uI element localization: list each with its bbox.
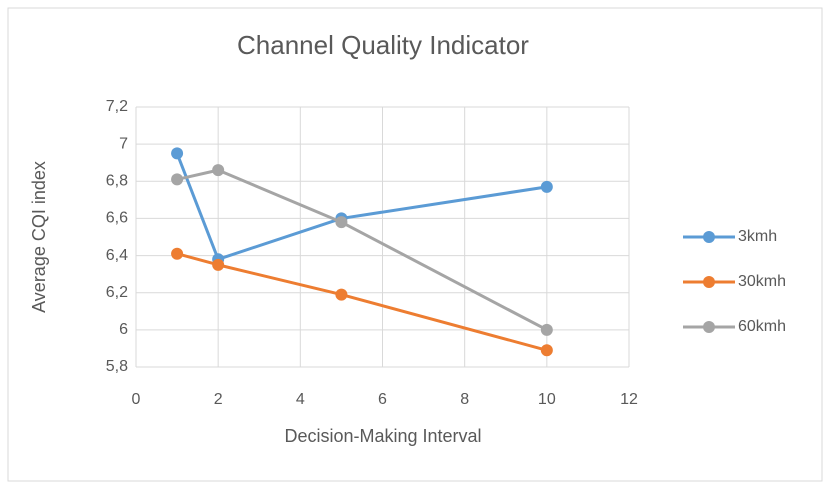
y-axis-label: Average CQI index bbox=[29, 161, 49, 313]
point bbox=[540, 180, 553, 193]
chart-title: Channel Quality Indicator bbox=[237, 30, 529, 60]
y-tick-label: 6,2 bbox=[106, 284, 128, 301]
y-tick-label: 7,2 bbox=[106, 98, 128, 115]
series-line bbox=[176, 168, 548, 332]
point bbox=[540, 323, 553, 336]
point bbox=[540, 344, 553, 357]
x-tick-label: 12 bbox=[620, 391, 638, 408]
point bbox=[171, 247, 184, 260]
point bbox=[171, 147, 184, 160]
x-tick-label: 0 bbox=[132, 391, 141, 408]
point bbox=[212, 164, 225, 177]
legend-marker bbox=[703, 231, 715, 243]
y-tick-label: 6,6 bbox=[106, 210, 128, 227]
x-tick-label: 8 bbox=[460, 391, 469, 408]
point bbox=[212, 258, 225, 271]
legend-marker bbox=[703, 276, 715, 288]
y-tick-label: 5,8 bbox=[106, 358, 128, 375]
legend-label: 30kmh bbox=[738, 273, 786, 290]
y-tick-label: 6,8 bbox=[106, 173, 128, 190]
legend-label: 60kmh bbox=[738, 318, 786, 335]
legend-label: 3kmh bbox=[738, 228, 777, 245]
series-line bbox=[176, 252, 548, 352]
x-tick-label: 6 bbox=[378, 391, 387, 408]
y-tick-label: 6,4 bbox=[106, 247, 128, 264]
series-line bbox=[175, 152, 548, 261]
x-tick-label: 2 bbox=[214, 391, 223, 408]
point bbox=[335, 288, 348, 301]
x-tick-label: 10 bbox=[538, 391, 556, 408]
legend-marker bbox=[703, 321, 715, 333]
y-tick-label: 6 bbox=[119, 321, 128, 338]
point bbox=[335, 216, 348, 229]
y-tick-label: 7 bbox=[119, 135, 128, 152]
chart-border bbox=[7, 7, 823, 482]
x-axis-label: Decision-Making Interval bbox=[284, 426, 481, 446]
point bbox=[171, 173, 184, 186]
x-tick-label: 4 bbox=[296, 391, 305, 408]
